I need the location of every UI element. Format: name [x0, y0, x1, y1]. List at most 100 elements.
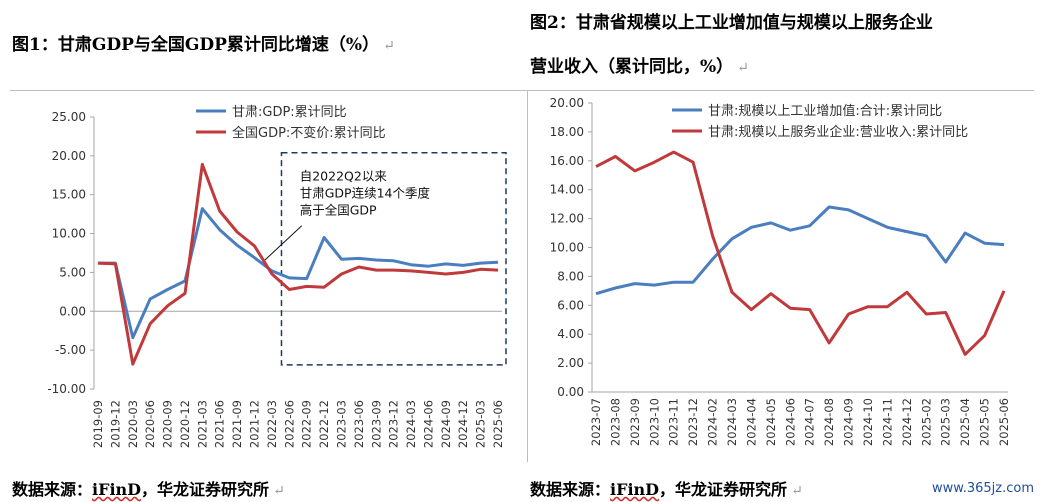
x-tick-label: 2025-03: [939, 398, 953, 446]
x-tick-label: 2024-02: [706, 398, 720, 446]
legend-label-1: 甘肃:规模以上工业增加值:合计:累计同比: [708, 103, 942, 119]
legend-label-2: 甘肃:规模以上服务业企业:营业收入:累计同比: [708, 124, 968, 140]
return-mark: ↵: [273, 483, 285, 499]
y-tick-label: 10.00: [52, 227, 86, 241]
x-tick-label: 2022-06: [282, 400, 296, 448]
y-tick-label: 18.00: [550, 125, 584, 139]
x-tick-label: 2024-12: [456, 400, 470, 448]
right-chart-legend: 甘肃:规模以上工业增加值:合计:累计同比甘肃:规模以上服务业企业:营业收入:累计…: [672, 103, 968, 140]
x-tick-label: 2024-05: [764, 398, 778, 446]
x-tick-label: 2020-06: [143, 400, 157, 448]
y-tick-label: 10.00: [550, 241, 584, 255]
series-line-2: [97, 162, 499, 366]
right-chart: 20.00 18.00 16.00 14.00 12.00 10.00 8.00 6.00 4.…: [550, 96, 1011, 446]
series-line-1: [98, 207, 499, 340]
panel-divider: [527, 90, 528, 462]
series-line-2: [595, 150, 1006, 356]
x-tick-label: 2021-12: [248, 400, 262, 448]
right-chart-title-line2: 营业收入（累计同比，%） ↵: [530, 52, 749, 77]
y-tick-label: 0.00: [557, 385, 584, 399]
x-tick-label: 2019-12: [108, 400, 122, 448]
return-mark: ↵: [383, 38, 395, 54]
legend-label-1: 甘肃:GDP:累计同比: [232, 105, 347, 120]
annotation-line-3: 高于全国GDP: [300, 203, 377, 218]
y-tick-label: 2.00: [557, 356, 584, 370]
x-tick-label: 2020-12: [178, 400, 192, 448]
x-tick-label: 2025-06: [491, 400, 505, 448]
annotation-line-1: 自2022Q2以来: [300, 169, 388, 184]
x-tick-label: 2021-06: [213, 400, 227, 448]
annotation-arrow: [264, 225, 303, 261]
x-tick-label: 2023-10: [647, 398, 661, 446]
x-tick-label: 2023-09: [369, 400, 383, 448]
right-source: 数据来源：iFinD，华龙证券研究所 ↵: [530, 476, 803, 500]
left-title-text: 图1：甘肃GDP与全国GDP累计同比增速（%）: [12, 35, 380, 55]
y-tick-label: 14.00: [550, 183, 584, 197]
return-mark: ↵: [791, 483, 803, 499]
x-tick-label: 2022-03: [265, 400, 279, 448]
x-tick-label: 2024-04: [744, 398, 758, 446]
source-org: ，华龙证券研究所: [659, 480, 788, 499]
x-tick-label: 2024-11: [880, 398, 894, 446]
x-tick-label: 2023-06: [352, 400, 366, 448]
left-chart-series: [97, 162, 499, 366]
legend-label-2: 全国GDP:不变价:累计同比: [232, 125, 386, 141]
x-tick-label: 2024-03: [725, 398, 739, 446]
source-name: iFinD: [610, 480, 660, 499]
y-tick-label: 12.00: [550, 212, 584, 226]
x-tick-label: 2024-03: [404, 400, 418, 448]
top-divider: [10, 90, 1034, 91]
y-tick-label: 4.00: [557, 327, 584, 341]
x-tick-label: 2023-11: [667, 398, 681, 446]
y-tick-label: 20.00: [52, 149, 86, 163]
x-tick-label: 2020-03: [126, 400, 140, 448]
right-chart-axes: 20.00 18.00 16.00 14.00 12.00 10.00 8.00 6.00 4.…: [550, 96, 1011, 446]
source-label: 数据来源：: [530, 480, 611, 499]
x-tick-label: 2020-09: [161, 400, 175, 448]
y-tick-label: -10.00: [47, 382, 86, 396]
x-tick-label: 2019-09: [91, 400, 105, 448]
y-tick-label: 0.00: [59, 304, 86, 318]
x-tick-label: 2022-09: [300, 400, 314, 448]
x-tick-label: 2024-12: [900, 398, 914, 446]
source-label: 数据来源：: [12, 480, 93, 499]
x-tick-label: 2024-06: [783, 398, 797, 446]
x-tick-label: 2024-08: [822, 398, 836, 446]
source-org: ，华龙证券研究所: [141, 480, 270, 499]
annotation-box-border: [280, 151, 507, 366]
right-title-text-1: 图2：甘肃省规模以上工业增加值与规模以上服务企业: [530, 13, 933, 33]
x-tick-label: 2024-09: [439, 400, 453, 448]
y-tick-label: -5.00: [55, 343, 86, 357]
x-tick-label: 2025-06: [997, 398, 1011, 446]
source-name: iFinD: [92, 480, 142, 499]
right-title-text-2: 营业收入（累计同比，%）: [530, 57, 734, 77]
x-tick-label: 2024-10: [861, 398, 875, 446]
right-chart-series: [595, 150, 1006, 356]
left-chart: 25.00 20.00 15.00 10.00 5.00 0.00 -5.00 -10.00 2…: [47, 105, 507, 448]
x-tick-label: 2023-09: [628, 398, 642, 446]
y-tick-label: 5.00: [59, 265, 86, 279]
x-tick-label: 2021-03: [195, 400, 209, 448]
x-tick-label: 2022-12: [317, 400, 331, 448]
annotation-box: [280, 151, 507, 366]
annotation-line-2: 甘肃GDP连续14个季度: [300, 186, 431, 201]
x-tick-label: 2023-07: [589, 398, 603, 446]
x-tick-label: 2024-07: [803, 398, 817, 446]
x-tick-label: 2023-12: [387, 400, 401, 448]
x-tick-label: 2025-04: [958, 398, 972, 446]
x-tick-label: 2023-03: [334, 400, 348, 448]
y-tick-label: 6.00: [557, 298, 584, 312]
x-tick-label: 2023-08: [608, 398, 622, 446]
y-tick-label: 16.00: [550, 154, 584, 168]
y-tick-label: 25.00: [52, 110, 86, 124]
y-tick-label: 15.00: [52, 188, 86, 202]
left-chart-title: 图1：甘肃GDP与全国GDP累计同比增速（%） ↵: [12, 30, 395, 55]
x-tick-label: 2021-09: [230, 400, 244, 448]
x-tick-label: 2025-05: [978, 398, 992, 446]
right-chart-title-line1: 图2：甘肃省规模以上工业增加值与规模以上服务企业: [530, 8, 933, 33]
return-mark: ↵: [737, 60, 749, 76]
x-tick-label: 2024-09: [842, 398, 856, 446]
y-tick-label: 20.00: [550, 96, 584, 110]
